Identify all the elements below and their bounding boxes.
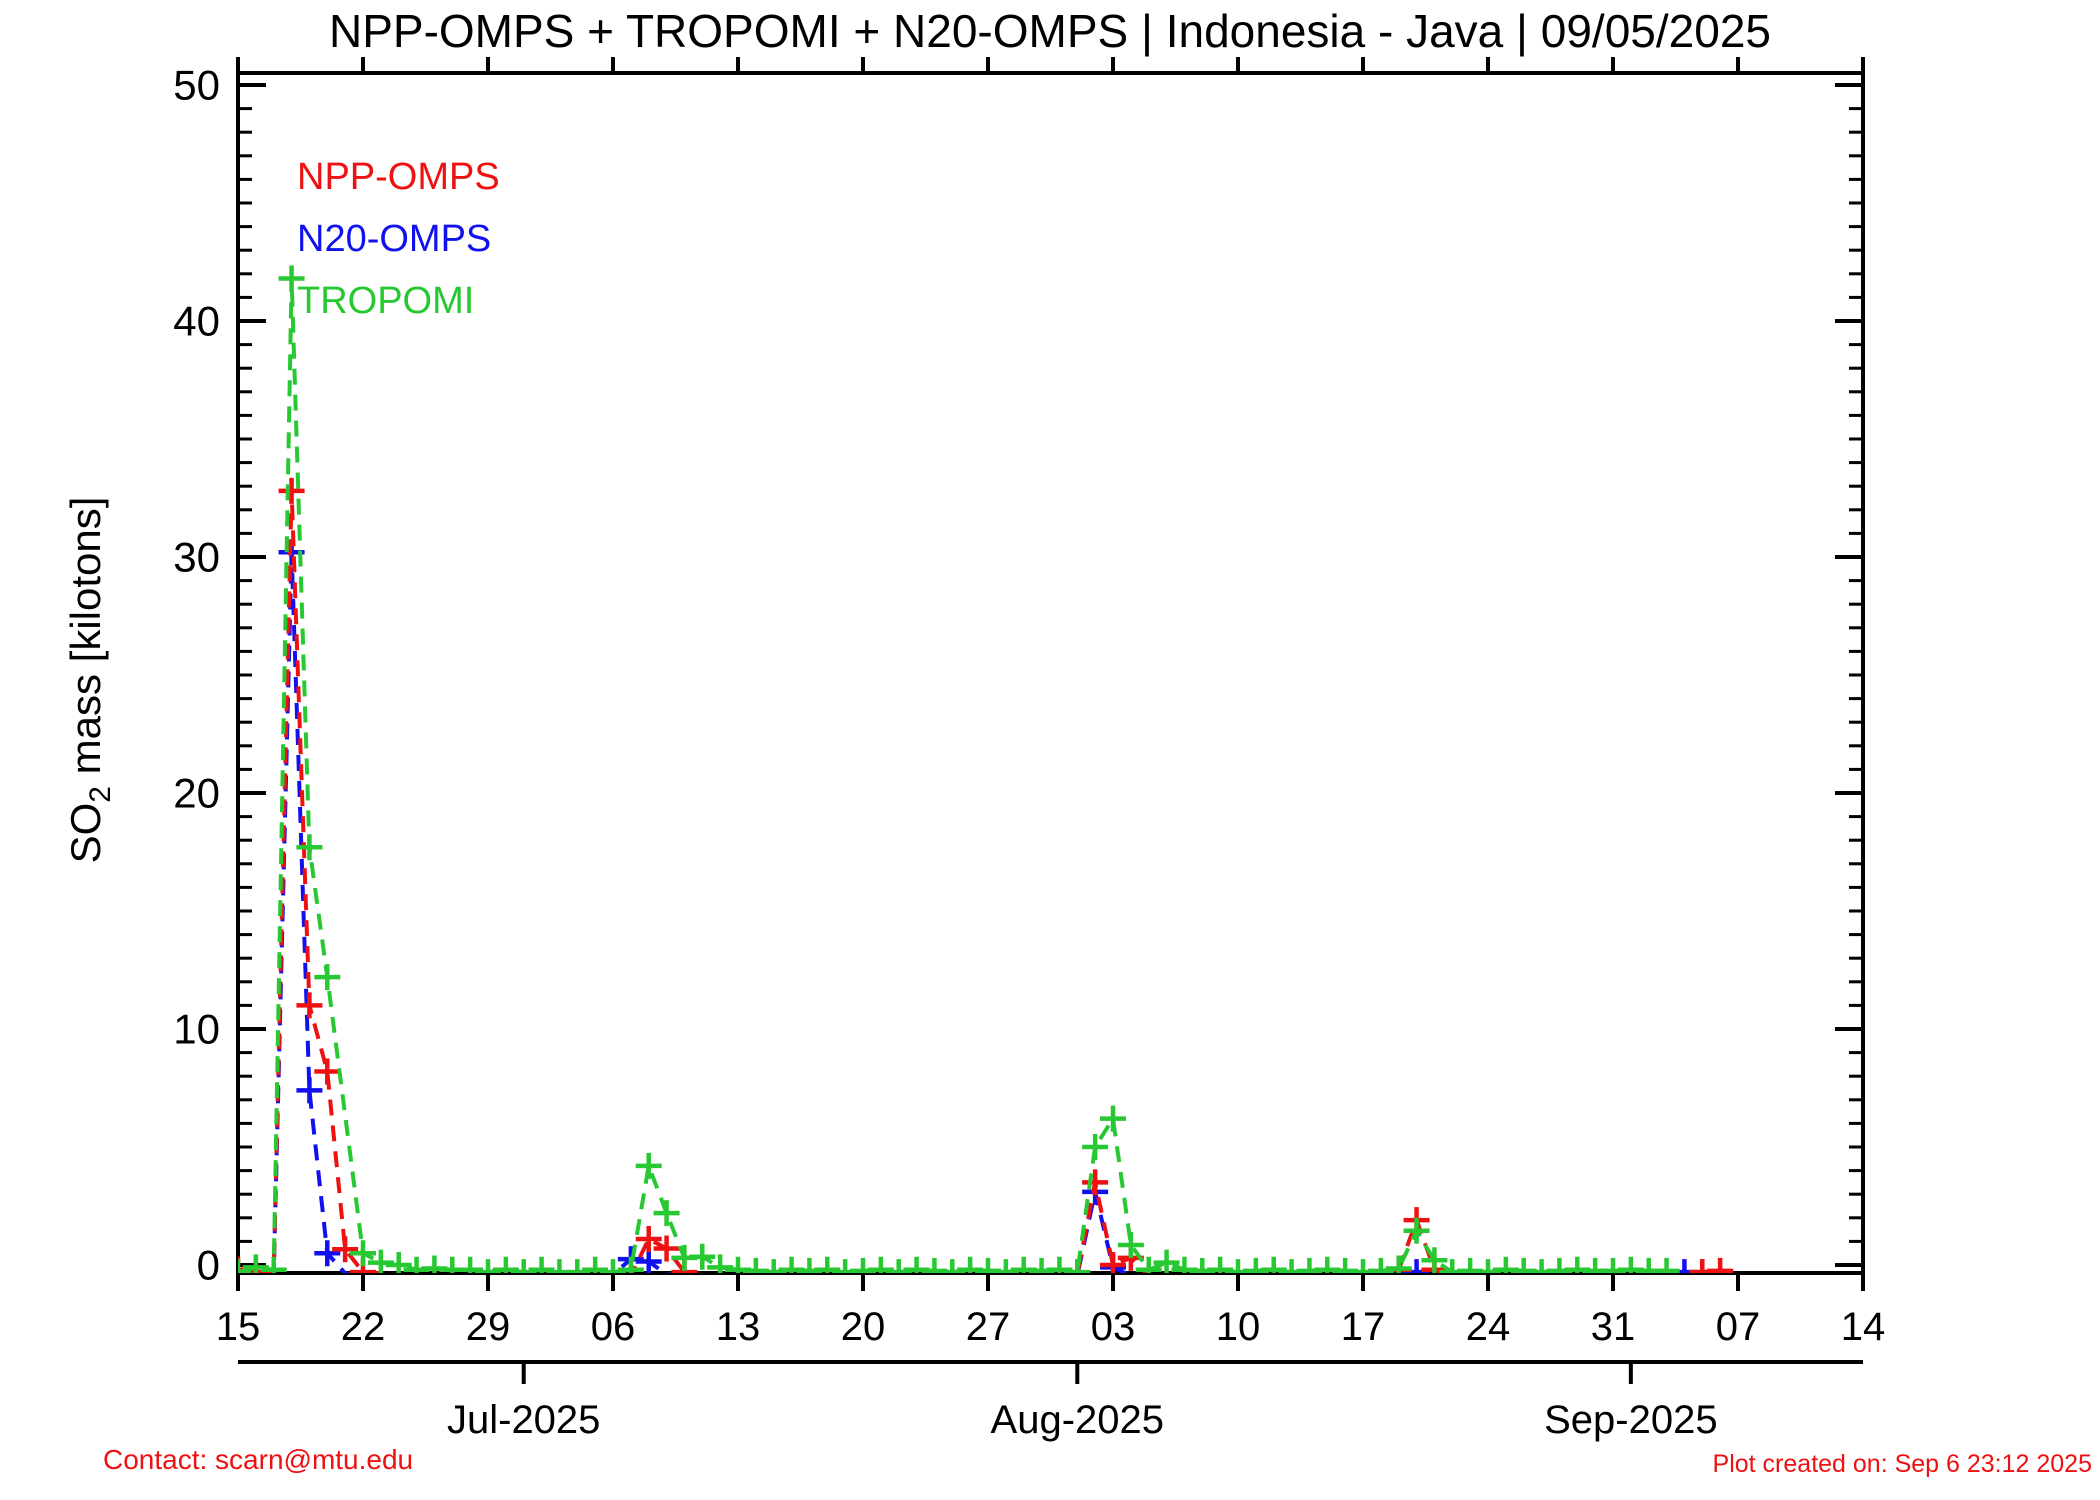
svg-text:29: 29	[466, 1305, 511, 1349]
svg-text:0: 0	[197, 1242, 220, 1289]
svg-text:SO2 mass [kilotons]: SO2 mass [kilotons]	[62, 497, 117, 864]
svg-text:Sep-2025: Sep-2025	[1544, 1398, 1717, 1442]
svg-text:06: 06	[591, 1305, 636, 1349]
legend-item-npp-omps: NPP-OMPS	[297, 156, 500, 198]
svg-text:07: 07	[1716, 1305, 1761, 1349]
svg-text:24: 24	[1466, 1305, 1511, 1349]
svg-text:Jul-2025: Jul-2025	[447, 1398, 600, 1442]
svg-text:13: 13	[716, 1305, 761, 1349]
svg-text:15: 15	[216, 1305, 261, 1349]
svg-text:50: 50	[173, 62, 220, 109]
svg-text:30: 30	[173, 534, 220, 581]
svg-text:10: 10	[1216, 1305, 1261, 1349]
svg-text:10: 10	[173, 1006, 220, 1053]
svg-text:17: 17	[1341, 1305, 1386, 1349]
svg-text:Aug-2025: Aug-2025	[991, 1398, 1164, 1442]
svg-text:20: 20	[173, 770, 220, 817]
legend-item-n20-omps: N20-OMPS	[297, 218, 492, 260]
svg-text:40: 40	[173, 298, 220, 345]
svg-text:27: 27	[966, 1305, 1011, 1349]
svg-text:22: 22	[341, 1305, 386, 1349]
svg-text:31: 31	[1591, 1305, 1636, 1349]
legend-item-tropomi: TROPOMI	[297, 280, 475, 322]
contact-text: Contact: scarn@mtu.edu	[103, 1444, 414, 1475]
created-timestamp: Plot created on: Sep 6 23:12 2025	[1712, 1450, 2092, 1478]
svg-text:03: 03	[1091, 1305, 1136, 1349]
chart-title: NPP-OMPS + TROPOMI + N20-OMPS | Indonesi…	[329, 5, 1771, 57]
svg-text:14: 14	[1841, 1305, 1886, 1349]
svg-text:20: 20	[841, 1305, 886, 1349]
